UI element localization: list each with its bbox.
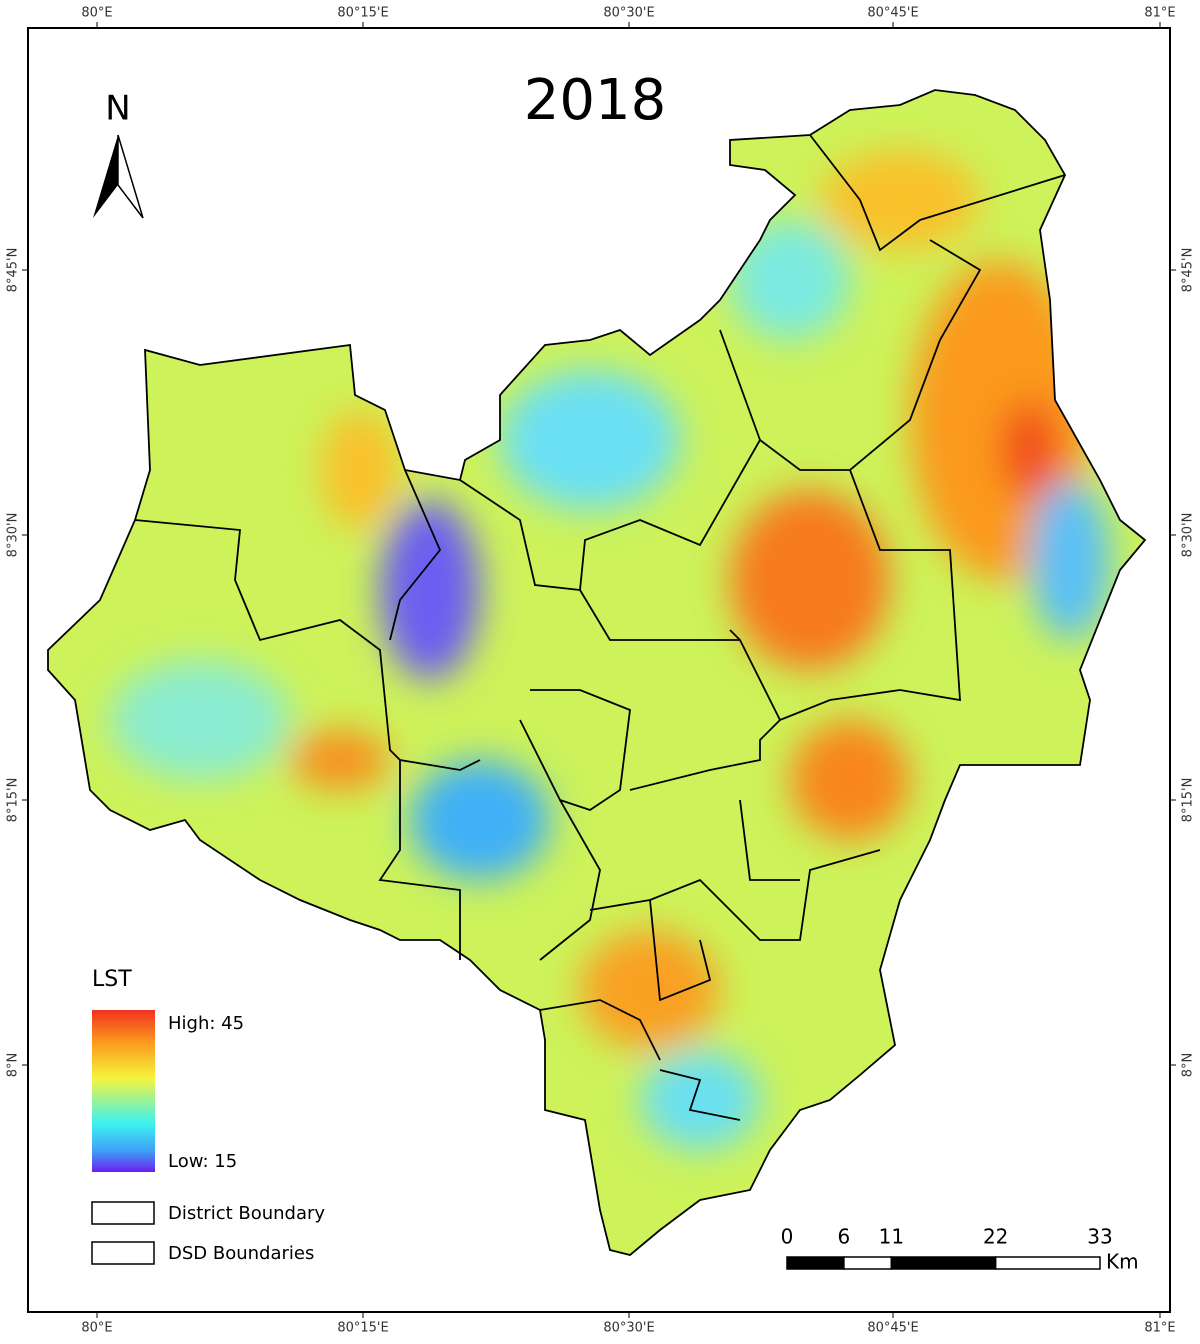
scale-label: 6 — [838, 1225, 851, 1249]
legend-title: LST — [92, 967, 132, 992]
lon-label: 81°E — [1144, 6, 1175, 21]
lon-label: 80°E — [81, 1321, 112, 1336]
legend-ramp — [92, 1010, 155, 1172]
scale-segment — [890, 1256, 997, 1270]
legend-swatch — [91, 1241, 155, 1265]
map-title: 2018 — [524, 68, 667, 133]
scale-label: 22 — [983, 1225, 1008, 1249]
legend-item: DSD Boundaries — [168, 1243, 314, 1264]
legend-swatch — [91, 1201, 155, 1225]
lon-label: 80°30'E — [603, 6, 654, 21]
lon-label: 81°E — [1144, 1321, 1175, 1336]
graticule-labels: 80°E 80°E 80°15'E 80°15'E 80°30'E 80°30'E 80°4… — [6, 6, 1196, 1336]
legend-low: Low: 15 — [168, 1151, 237, 1172]
scale-segment — [994, 1256, 1101, 1270]
lat-label: 8°30'N — [6, 513, 21, 558]
scale-label: 11 — [879, 1225, 904, 1249]
lat-label: 8°30'N — [1181, 513, 1196, 558]
dsd-boundaries — [47, 89, 1146, 1256]
lon-label: 80°45'E — [867, 1321, 918, 1336]
lat-label: 8°15'N — [6, 778, 21, 823]
north-label: N — [105, 89, 130, 129]
lon-label: 80°15'E — [337, 1321, 388, 1336]
lon-label: 80°45'E — [867, 6, 918, 21]
north-arrow: N — [93, 89, 144, 219]
legend-item: District Boundary — [168, 1203, 325, 1224]
lon-label: 80°15'E — [337, 6, 388, 21]
lat-label: 8°45'N — [1181, 248, 1196, 293]
lat-label: 8°N — [6, 1053, 21, 1078]
scale-segment — [786, 1256, 845, 1270]
scale-label: 0 — [781, 1225, 794, 1249]
scale-label: 33 — [1087, 1225, 1112, 1249]
lat-label: 8°45'N — [6, 248, 21, 293]
lat-label: 8°15'N — [1181, 778, 1196, 823]
scale-unit: Km — [1106, 1250, 1139, 1274]
lon-label: 80°E — [81, 6, 112, 21]
lat-label: 8°N — [1181, 1053, 1196, 1078]
legend-high: High: 45 — [168, 1013, 244, 1034]
scale-segment — [843, 1256, 893, 1270]
lon-label: 80°30'E — [603, 1321, 654, 1336]
